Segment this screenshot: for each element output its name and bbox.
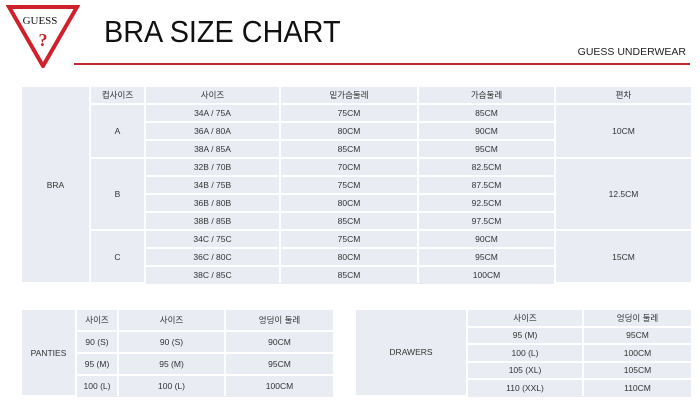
underbust-cell: 70CM bbox=[279, 157, 419, 177]
panties-size-table: PANTIES 사이즈 사이즈 엉덩이 둘레 90 (S) 90 (S) 90CM 95 (M… bbox=[22, 310, 333, 397]
table-cell: 110CM bbox=[582, 378, 691, 396]
table-row: BRA 컵사이즈 사이즈 밑가슴둘레 가슴둘레 편차 bbox=[22, 87, 691, 284]
bust-cell: 95CM bbox=[417, 139, 555, 159]
table-cell: 90 (S) bbox=[76, 330, 119, 354]
table-row: A 34A / 75A 75CM 85CM 10CM bbox=[22, 103, 691, 159]
table-row: 38B / 85B 85CM 97.5CM bbox=[22, 211, 691, 231]
column-header: 엉덩이 둘레 bbox=[582, 310, 691, 328]
table-cell: 100 (L) bbox=[467, 343, 584, 363]
table-cell: 90CM bbox=[224, 330, 333, 354]
table-row: 38C / 85C 85CM 100CM bbox=[22, 265, 691, 283]
size-cell: 34A / 75A bbox=[144, 103, 281, 123]
table-row: 36B / 80B 80CM 92.5CM bbox=[22, 193, 691, 213]
underbust-cell: 75CM bbox=[279, 229, 419, 249]
underbust-cell: 85CM bbox=[279, 139, 419, 159]
bust-cell: 100CM bbox=[417, 265, 555, 283]
brand-label: GUESS UNDERWEAR bbox=[577, 46, 686, 58]
difference-cell: 15CM bbox=[554, 229, 691, 284]
table-cell: 100 (L) bbox=[117, 374, 226, 396]
column-header: 편차 bbox=[554, 87, 691, 105]
guess-logo: GUESS ? bbox=[6, 5, 80, 68]
table-row: 105 (XL) 105CM bbox=[356, 360, 691, 380]
column-header: 엉덩이 둘레 bbox=[224, 310, 333, 332]
bust-cell: 95CM bbox=[417, 247, 555, 267]
size-cell: 32B / 70B bbox=[144, 157, 281, 177]
table-cell: 100CM bbox=[224, 374, 333, 396]
table-row: 36A / 80A 80CM 90CM bbox=[22, 121, 691, 141]
bust-cell: 90CM bbox=[417, 229, 556, 249]
table-row: 100 (L) 100 (L) 100CM bbox=[22, 374, 333, 396]
table-row: PANTIES 사이즈 사이즈 엉덩이 둘레 bbox=[22, 310, 333, 397]
column-header: 밑가슴둘레 bbox=[279, 87, 419, 105]
size-cell: 36C / 80C bbox=[145, 247, 281, 267]
column-header: 사이즈 bbox=[75, 310, 119, 332]
column-header: 가슴둘레 bbox=[417, 87, 556, 105]
category-label: DRAWERS bbox=[356, 310, 468, 397]
difference-cell: 10CM bbox=[554, 103, 691, 159]
bust-cell: 90CM bbox=[417, 121, 555, 141]
size-cell: 36A / 80A bbox=[145, 121, 281, 141]
table-row: DRAWERS 사이즈 엉덩이 둘레 bbox=[356, 310, 691, 397]
table-cell: 95CM bbox=[582, 325, 691, 345]
column-header: 사이즈 bbox=[466, 310, 584, 328]
column-header: 컵사이즈 bbox=[89, 87, 146, 105]
page-title: BRA SIZE CHART bbox=[104, 14, 341, 49]
bra-size-table: BRA 컵사이즈 사이즈 밑가슴둘레 가슴둘레 편차 A 34A / 75A 75CM 85CM 1… bbox=[22, 87, 691, 284]
cup-size-cell: A bbox=[90, 103, 146, 159]
size-cell: 38A / 85A bbox=[145, 139, 281, 159]
underbust-cell: 75CM bbox=[279, 103, 419, 123]
size-cell: 36B / 80B bbox=[145, 193, 281, 213]
underbust-cell: 85CM bbox=[279, 265, 419, 283]
column-header: 사이즈 bbox=[117, 310, 226, 332]
table-row: 36C / 80C 80CM 95CM bbox=[22, 247, 691, 267]
table-cell: 95 (M) bbox=[467, 325, 584, 345]
table-cell: 110 (XXL) bbox=[467, 378, 584, 396]
underbust-cell: 75CM bbox=[279, 175, 419, 195]
bust-cell: 85CM bbox=[417, 103, 556, 123]
table-cell: 95 (M) bbox=[117, 352, 226, 376]
svg-text:GUESS: GUESS bbox=[23, 15, 58, 27]
underbust-cell: 80CM bbox=[279, 121, 419, 141]
table-cell: 100CM bbox=[582, 343, 691, 363]
table-cell: 95 (M) bbox=[76, 352, 119, 376]
table-row: 90 (S) 90 (S) 90CM bbox=[22, 330, 333, 354]
table-cell: 100 (L) bbox=[76, 374, 119, 396]
table-row: 34B / 75B 75CM 87.5CM bbox=[22, 175, 691, 195]
underbust-cell: 80CM bbox=[279, 193, 419, 213]
table-row: B 32B / 70B 70CM 82.5CM 12.5CM bbox=[22, 157, 691, 231]
size-cell: 34B / 75B bbox=[145, 175, 281, 195]
category-label: BRA bbox=[22, 87, 91, 284]
size-cell: 38C / 85C bbox=[145, 265, 281, 283]
title-divider bbox=[74, 63, 690, 65]
bust-cell: 82.5CM bbox=[417, 157, 556, 177]
underbust-cell: 80CM bbox=[279, 247, 419, 267]
size-cell: 34C / 75C bbox=[144, 229, 281, 249]
difference-cell: 12.5CM bbox=[554, 157, 691, 231]
table-cell: 105CM bbox=[582, 360, 691, 380]
bust-cell: 97.5CM bbox=[417, 211, 555, 231]
table-cell: 95CM bbox=[224, 352, 333, 376]
bust-cell: 87.5CM bbox=[417, 175, 555, 195]
table-row: 110 (XXL) 110CM bbox=[356, 378, 691, 396]
underbust-cell: 85CM bbox=[279, 211, 419, 231]
drawers-size-table: DRAWERS 사이즈 엉덩이 둘레 95 (M) 95CM 100 (L) 100CM 10… bbox=[356, 310, 691, 397]
svg-text:?: ? bbox=[39, 30, 48, 50]
cup-size-cell: B bbox=[90, 157, 146, 231]
bust-cell: 92.5CM bbox=[417, 193, 555, 213]
category-label: PANTIES bbox=[22, 310, 77, 397]
table-cell: 105 (XL) bbox=[467, 360, 584, 380]
table-row: 38A / 85A 85CM 95CM bbox=[22, 139, 691, 159]
cup-size-cell: C bbox=[90, 229, 146, 284]
table-cell: 90 (S) bbox=[117, 330, 226, 354]
table-row: 95 (M) 95 (M) 95CM bbox=[22, 352, 333, 376]
column-header: 사이즈 bbox=[144, 87, 281, 105]
table-row: C 34C / 75C 75CM 90CM 15CM bbox=[22, 229, 691, 284]
size-cell: 38B / 85B bbox=[145, 211, 281, 231]
